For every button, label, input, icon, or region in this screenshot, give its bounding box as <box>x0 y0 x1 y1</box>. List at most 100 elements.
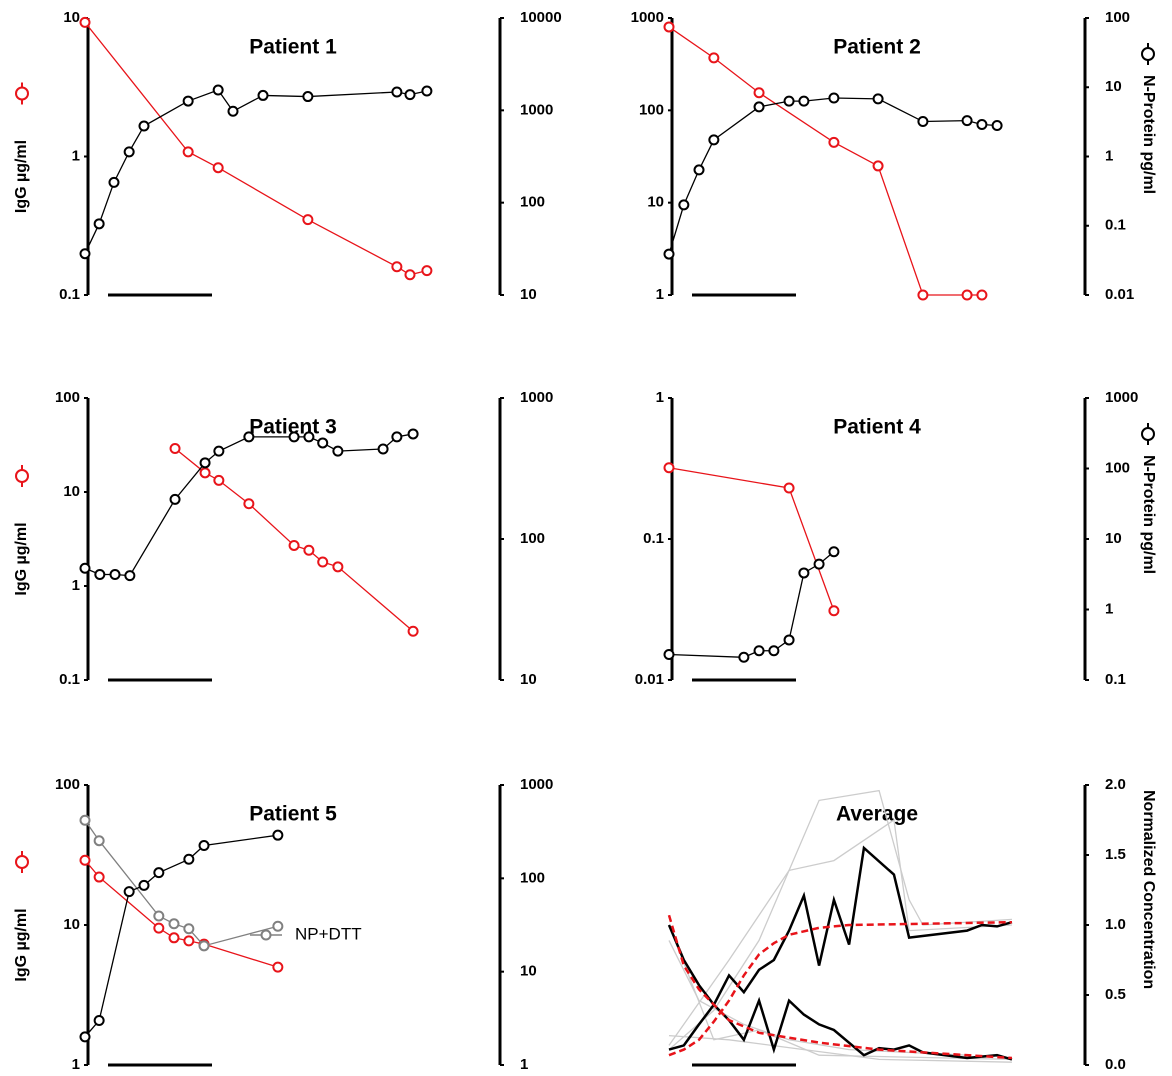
y-tick-label: 0.1 <box>59 286 80 303</box>
data-point <box>138 879 150 891</box>
y2-tick-label: 1000 <box>520 776 553 793</box>
data-point <box>79 562 91 574</box>
data-point <box>798 95 810 107</box>
y-tick-label: 10 <box>647 194 664 211</box>
panel: Patient 2 1 10 100 1000 0.01 0.1 1 10 100 N-Protei… <box>631 9 1157 303</box>
data-point <box>961 289 973 301</box>
y2-tick-label: 100 <box>520 194 545 211</box>
data-point <box>404 269 416 281</box>
data-point <box>169 493 181 505</box>
legend-marker <box>260 929 272 941</box>
y-tick-label: 1 <box>72 1056 80 1073</box>
data-point <box>243 498 255 510</box>
panel: Average 0.0 0.5 1.0 1.5 2.0 Normalized Concent… <box>667 776 1157 1073</box>
series-line <box>84 89 428 254</box>
data-point <box>991 120 1003 132</box>
data-point <box>976 289 988 301</box>
y2-label-symbol <box>1141 47 1155 61</box>
data-point <box>377 443 389 455</box>
data-point <box>153 867 165 879</box>
panel: Patient 4 0.01 0.1 1 0.1 1 10 100 1000 N-Protein … <box>635 389 1157 688</box>
panel-title: Patient 3 <box>249 416 337 439</box>
y2-tick-label: 10 <box>520 286 537 303</box>
data-point <box>153 910 165 922</box>
y-label-symbol <box>15 86 29 101</box>
data-point <box>332 561 344 573</box>
data-point <box>199 467 211 479</box>
y2-label-text: Normalized Concentration <box>1140 790 1157 989</box>
y2-tick-label: 100 <box>520 869 545 886</box>
series-line <box>668 845 1013 1051</box>
data-point <box>678 199 690 211</box>
data-point <box>663 21 675 33</box>
y2-tick-label: 0.0 <box>1105 1056 1126 1073</box>
y2-tick-label: 10 <box>520 671 537 688</box>
y-label-text: IgG µg/ml <box>13 140 30 213</box>
data-point <box>288 431 300 443</box>
data-point <box>93 218 105 230</box>
y2-tick-label: 0.1 <box>1105 671 1126 688</box>
data-point <box>783 482 795 494</box>
panel: Patient 1 0.1 1 10 10 100 1000 10000 IgG µg/ml <box>13 9 562 303</box>
y-label: IgG µg/ml <box>13 465 30 596</box>
data-point <box>828 546 840 558</box>
data-point <box>123 886 135 898</box>
data-point <box>79 248 91 260</box>
y-label-symbol <box>15 855 29 869</box>
panel-title: Patient 2 <box>833 36 921 59</box>
data-point <box>404 89 416 101</box>
data-point <box>79 814 91 826</box>
y-tick-label: 10 <box>63 916 80 933</box>
data-point <box>708 134 720 146</box>
y2-tick-label: 10 <box>1105 530 1122 547</box>
y2-tick-label: 0.5 <box>1105 986 1126 1003</box>
data-point <box>872 93 884 105</box>
data-point <box>961 115 973 127</box>
series-line <box>84 834 278 1038</box>
y-tick-label: 1 <box>72 577 80 594</box>
series-line <box>668 467 835 611</box>
data-point <box>317 556 329 568</box>
data-point <box>663 248 675 260</box>
y2-label: Normalized Concentration <box>1140 790 1157 989</box>
series-line <box>668 551 835 658</box>
y2-tick-label: 1.0 <box>1105 916 1126 933</box>
data-point <box>93 1014 105 1026</box>
data-point <box>391 261 403 273</box>
panel: Patient 3 0.1 1 10 100 10 100 1000 IgG µg/ml <box>13 389 553 688</box>
data-point <box>708 52 720 64</box>
series-line <box>668 920 1012 1057</box>
y-label-text: IgG µg/ml <box>13 908 30 981</box>
y2-tick-label: 1000 <box>520 101 553 118</box>
y-tick-label: 1 <box>72 147 80 164</box>
data-point <box>93 835 105 847</box>
data-point <box>79 854 91 866</box>
y-tick-label: 0.1 <box>643 530 664 547</box>
data-point <box>828 92 840 104</box>
y2-tick-label: 1.5 <box>1105 846 1126 863</box>
series-line <box>668 97 998 255</box>
data-point <box>332 445 344 457</box>
y2-tick-label: 0.01 <box>1105 286 1134 303</box>
y-label-text: IgG µg/ml <box>13 522 30 595</box>
y-label: IgG µg/ml <box>13 851 30 982</box>
series-line <box>668 789 1012 1051</box>
data-point <box>182 146 194 158</box>
data-point <box>303 544 315 556</box>
y2-tick-label: 10 <box>520 963 537 980</box>
data-point <box>663 462 675 474</box>
data-point <box>768 645 780 657</box>
y-tick-label: 100 <box>55 776 80 793</box>
panel-title: Patient 5 <box>249 803 337 826</box>
data-point <box>168 932 180 944</box>
panel-title: Patient 4 <box>833 416 921 439</box>
data-point <box>79 16 91 28</box>
y2-tick-label: 100 <box>520 530 545 547</box>
y2-tick-label: 1 <box>520 1056 528 1073</box>
data-point <box>272 961 284 973</box>
y2-tick-label: 10 <box>1105 78 1122 95</box>
y-tick-label: 10 <box>63 9 80 26</box>
data-point <box>917 289 929 301</box>
data-point <box>813 558 825 570</box>
data-point <box>183 923 195 935</box>
